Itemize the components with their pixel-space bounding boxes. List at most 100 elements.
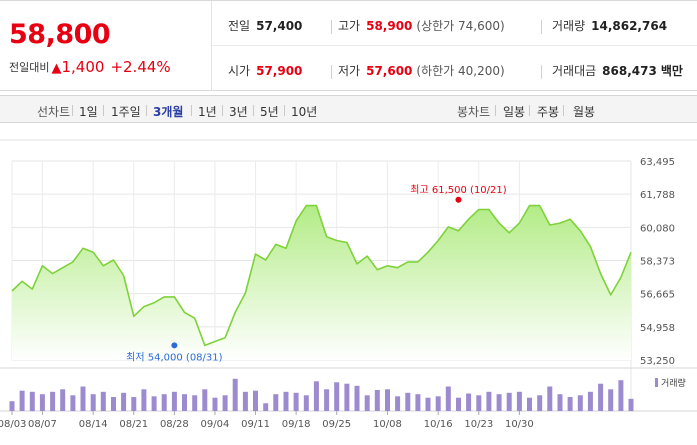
volume-bar [527, 397, 532, 411]
period-3y[interactable]: 3년 [229, 105, 248, 119]
x-tick-label: 10/08 [373, 419, 402, 430]
candle-monthly[interactable]: 월봉 [573, 105, 596, 119]
change-row: 전일대비 ▲1,400 +2.44% [9, 58, 171, 76]
high-value: 58,900 [366, 19, 413, 33]
volume-bar [242, 391, 248, 412]
day-low: 저가 57,600 (하한가 40,200) [338, 62, 505, 79]
volume-bar [19, 390, 25, 411]
volume-bar [354, 385, 360, 411]
price-area-fill [12, 205, 631, 360]
volume-bar [182, 394, 187, 411]
volume: 거래량 14,862,764 [552, 17, 667, 34]
x-tick-label: 08/21 [119, 419, 148, 430]
y-tick-label: 58,373 [640, 257, 675, 268]
volume-value: 14,862,764 [591, 19, 668, 33]
volume-legend-label: 거래량 [661, 377, 686, 389]
volume-bar [628, 398, 634, 412]
volume-bar [608, 389, 614, 411]
volume-bar [385, 389, 390, 411]
volume-bar [598, 383, 604, 411]
low-marker [171, 342, 178, 349]
volume-bar [29, 391, 35, 412]
y-tick-label: 53,250 [640, 356, 675, 367]
volume-bar [506, 392, 512, 411]
divider [253, 105, 254, 116]
volume-bar [202, 389, 208, 411]
volume-bar [374, 390, 380, 411]
divider [541, 20, 542, 34]
period-1d[interactable]: 1일 [79, 105, 98, 119]
divider [103, 105, 104, 116]
volume-bar [39, 394, 45, 411]
volume-bar [232, 378, 238, 411]
volume-bar [456, 397, 461, 411]
volume-bar [273, 394, 279, 411]
price-series-line [11, 204, 632, 347]
open-value: 57,900 [256, 64, 303, 78]
current-price: 58,800 [9, 19, 111, 50]
volume-bar [618, 380, 624, 411]
high-marker [455, 196, 462, 203]
x-tick-label: 09/25 [322, 419, 351, 430]
x-tick-label: 08/03 [0, 419, 26, 430]
volume-bar [537, 395, 543, 412]
volume-bar [263, 403, 269, 411]
x-tick-label: 10/30 [505, 419, 534, 430]
divider [529, 105, 530, 116]
volume-bar [9, 401, 15, 411]
row-divider [212, 45, 697, 46]
x-tick-label: 09/18 [282, 419, 311, 430]
period-1w[interactable]: 1주일 [111, 105, 141, 119]
y-tick-label: 63,495 [640, 157, 675, 168]
volume-bar [80, 386, 86, 411]
divider [563, 105, 564, 116]
trade-value: 거래대금 868,473 백만 [552, 62, 683, 79]
period-5y[interactable]: 5년 [260, 105, 279, 119]
x-tick-label: 08/28 [160, 419, 189, 430]
trade-value-unit: 백만 [660, 64, 683, 78]
high-annotation: 최고 61,500 (10/21) [410, 184, 506, 196]
volume-layer [9, 378, 634, 412]
quote-header: 58,800 전일대비 ▲1,400 +2.44% 전일 57,400 고가 58,90… [0, 0, 697, 91]
divider [72, 105, 73, 116]
volume-bar [587, 391, 593, 412]
volume-bar [466, 393, 472, 411]
divider [331, 20, 332, 34]
period-3m[interactable]: 3개월 [153, 105, 184, 119]
volume-bar [496, 394, 502, 411]
volume-bar [212, 397, 218, 411]
volume-label: 거래량 [552, 19, 586, 33]
divider [495, 105, 496, 116]
volume-bar [425, 397, 431, 411]
day-high: 고가 58,900 (상한가 74,600) [338, 17, 505, 34]
volume-legend-swatch [655, 378, 658, 387]
volume-bar [577, 395, 583, 412]
candle-weekly[interactable]: 주봉 [537, 105, 560, 119]
volume-bar [293, 392, 299, 411]
period-10y[interactable]: 10년 [291, 105, 318, 119]
line-chart-label: 선차트 [37, 105, 71, 119]
volume-bar [60, 389, 66, 411]
volume-bar [283, 391, 289, 412]
volume-bar [557, 394, 563, 411]
price-area-layer [11, 204, 632, 360]
volume-bar [70, 395, 76, 412]
volume-bar [171, 391, 177, 412]
volume-bar [324, 389, 330, 411]
open-label: 시가 [228, 64, 251, 78]
low-label: 저가 [338, 64, 361, 78]
price-box: 58,800 전일대비 ▲1,400 +2.44% [0, 1, 212, 90]
volume-bar [486, 391, 492, 412]
y-tick-label: 56,665 [640, 290, 675, 301]
candle-daily[interactable]: 일봉 [503, 105, 526, 119]
volume-bar [50, 391, 56, 412]
period-1y[interactable]: 1년 [198, 105, 217, 119]
open-price: 시가 57,900 [228, 62, 302, 79]
y-tick-label: 60,080 [640, 223, 675, 234]
volume-bar [222, 395, 228, 412]
volume-bar [313, 381, 319, 412]
volume-bar [90, 394, 96, 411]
divider [191, 105, 192, 116]
prev-close: 전일 57,400 [228, 17, 302, 34]
